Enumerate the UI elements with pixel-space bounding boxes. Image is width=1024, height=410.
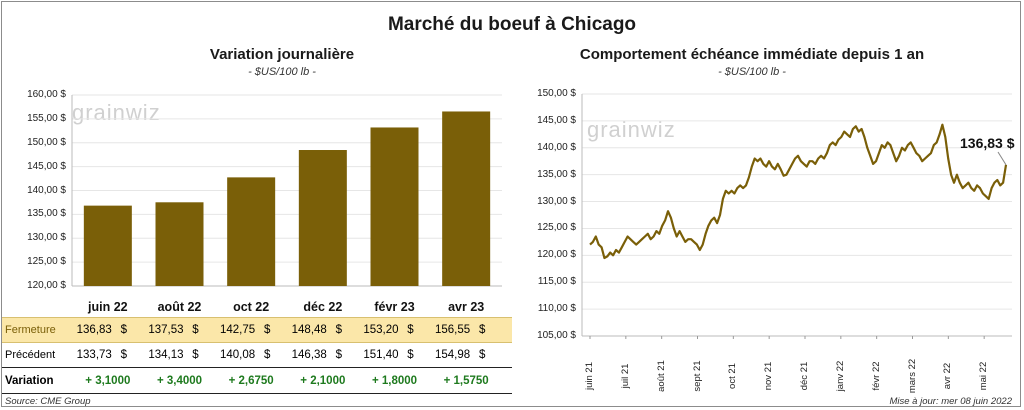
- price-series-line: [589, 123, 1008, 260]
- line-y-tick: 130,00 $: [537, 195, 576, 207]
- bar: [298, 150, 347, 286]
- table-row-label: Précédent: [5, 349, 56, 361]
- currency-symbol: $: [263, 349, 271, 361]
- bar-y-tick: 155,00 $: [27, 112, 66, 124]
- table-row-label: Fermeture: [5, 324, 56, 336]
- currency-symbol: $: [192, 324, 199, 336]
- table-cell: 140,08: [219, 349, 256, 361]
- bar-y-tick: 140,00 $: [27, 184, 66, 196]
- right-chart-title: Comportement échéance immédiate depuis 1…: [579, 46, 925, 63]
- line-y-tick: 135,00 $: [537, 168, 576, 180]
- currency-symbol: $: [407, 324, 414, 336]
- line-y-tick: 145,00 $: [537, 114, 576, 126]
- bar: [442, 111, 491, 286]
- bar-category-label: juin 22: [88, 300, 128, 314]
- line-y-tick: 115,00 $: [537, 276, 576, 288]
- table-cell: 146,38: [291, 349, 327, 361]
- table-cell: + 1,5750: [443, 375, 489, 387]
- line-x-tick: nov 21: [763, 361, 775, 391]
- currency-symbol: $: [478, 349, 486, 361]
- table-cell: 137,53: [148, 324, 184, 336]
- main-title: Marché du boeuf à Chicago: [387, 14, 637, 35]
- table-row-label: Variation: [5, 375, 54, 387]
- table-cell: 154,98: [434, 349, 471, 361]
- bar-y-tick: 125,00 $: [27, 256, 66, 268]
- line-x-tick: juil 21: [619, 363, 631, 389]
- bar-y-tick: 145,00 $: [27, 160, 66, 172]
- table-cell: 133,73: [76, 349, 112, 361]
- bar-y-tick: 135,00 $: [27, 208, 66, 220]
- last-price-annotation: 136,83 $: [960, 135, 1015, 151]
- table-row: Précédent 133,73 $134,13 $140,08 $146,38 $151…: [2, 343, 512, 368]
- left-watermark: grainwiz: [72, 100, 161, 125]
- right-chart-subtitle: - $US/100 lb -: [718, 66, 786, 78]
- bar-category-label: août 22: [157, 300, 202, 314]
- line-x-tick: août 21: [655, 360, 667, 392]
- table-cell: 156,55: [434, 324, 471, 336]
- line-y-tick: 120,00 $: [537, 249, 576, 261]
- table-cell: + 3,1000: [85, 375, 131, 387]
- line-x-tick: déc 21: [799, 361, 810, 391]
- bar-category-label: avr 23: [448, 300, 485, 314]
- line-x-tick: janv 22: [834, 360, 846, 392]
- line-y-tick: 105,00 $: [537, 330, 576, 341]
- bar: [370, 127, 419, 286]
- table-cell: + 2,1000: [300, 375, 346, 387]
- line-y-tick: 110,00 $: [537, 303, 576, 315]
- bar: [155, 202, 204, 286]
- currency-symbol: $: [120, 324, 128, 336]
- bar-chart: [71, 94, 502, 287]
- currency-symbol: $: [120, 349, 128, 361]
- table-cell: 153,20: [363, 324, 399, 336]
- bar-y-tick: 160,00 $: [27, 89, 66, 100]
- table-cell: 151,40: [363, 349, 399, 361]
- source-note: Source: CME Group: [5, 396, 91, 407]
- bar-y-tick: 120,00 $: [27, 280, 66, 291]
- currency-symbol: $: [478, 324, 486, 336]
- table-cell: + 3,4000: [156, 375, 203, 387]
- currency-symbol: $: [263, 324, 271, 336]
- table-row: Fermeture 136,83 $137,53 $142,75 $148,48 $153…: [2, 317, 512, 343]
- bar-category-label: déc 22: [303, 300, 343, 314]
- line-y-tick: 140,00 $: [537, 141, 576, 153]
- table-cell: 142,75: [219, 324, 256, 336]
- table-cell: + 1,8000: [371, 375, 418, 387]
- bar: [83, 205, 132, 286]
- line-y-tick: 150,00 $: [537, 88, 576, 99]
- annotation-leader-line: [997, 151, 1007, 166]
- bar-category-label: oct 22: [233, 300, 270, 314]
- line-y-tick: 125,00 $: [537, 222, 576, 234]
- line-x-tick: sept 21: [691, 360, 703, 392]
- table-cell: 148,48: [291, 324, 327, 336]
- left-chart-subtitle: - $US/100 lb -: [248, 66, 316, 78]
- table-cell: 136,83: [76, 324, 112, 336]
- line-x-tick: oct 21: [727, 363, 739, 389]
- bar-y-tick: 150,00 $: [27, 136, 66, 148]
- currency-symbol: $: [192, 349, 199, 361]
- line-x-tick: févr 22: [870, 361, 882, 391]
- bar: [227, 177, 276, 286]
- table-cell: + 2,6750: [228, 375, 274, 387]
- currency-symbol: $: [335, 324, 343, 336]
- bar-category-label: févr 23: [374, 300, 415, 314]
- line-x-tick: juin 21: [584, 362, 595, 390]
- left-chart-title: Variation journalière: [209, 46, 355, 63]
- table-row: Variation + 3,1000 + 3,4000 + 2,6750 + 2,100…: [2, 369, 512, 394]
- currency-symbol: $: [335, 349, 343, 361]
- bar-y-tick: 130,00 $: [27, 232, 66, 244]
- table-cell: 134,13: [148, 349, 184, 361]
- currency-symbol: $: [407, 349, 414, 361]
- update-note: Mise à jour: mer 08 juin 2022: [889, 396, 1012, 407]
